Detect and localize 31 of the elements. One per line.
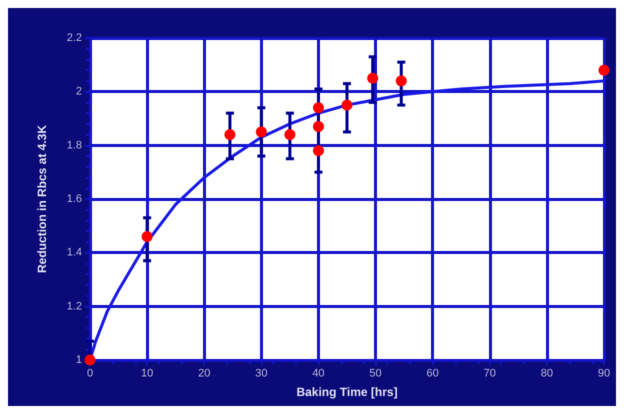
- x-tick-label: 10: [140, 368, 154, 380]
- y-tick-label: 1: [76, 354, 82, 366]
- point: [396, 75, 407, 86]
- point: [598, 64, 610, 76]
- point: [224, 129, 236, 140]
- x-tick-label: 90: [598, 368, 610, 380]
- point: [312, 121, 324, 132]
- x-tick-label: 60: [426, 368, 439, 380]
- point: [142, 231, 153, 242]
- point: [367, 72, 378, 84]
- y-axis-title: Reduction in Rbcs at 4.3K: [35, 124, 49, 274]
- point: [284, 129, 296, 140]
- y-tick-label: 1.2: [66, 300, 82, 312]
- x-tick-label: 30: [255, 368, 268, 380]
- y-tick-label: 2.2: [66, 32, 82, 44]
- x-tick-label: 0: [86, 368, 94, 380]
- y-tick-label: 1.4: [66, 246, 82, 259]
- point: [84, 354, 96, 366]
- y-tick-label: 1.8: [66, 139, 82, 152]
- y-tick-label: 1.6: [66, 193, 82, 205]
- x-tick-label: 50: [369, 368, 382, 380]
- point: [312, 102, 324, 114]
- x-tick-label: 70: [484, 368, 496, 380]
- point: [312, 145, 324, 156]
- x-axis-title: Baking Time [hrs]: [296, 385, 398, 399]
- point: [256, 126, 267, 138]
- x-tick-label: 80: [540, 368, 554, 380]
- x-tick-label: 40: [312, 368, 325, 380]
- y-tick-label: 2: [76, 86, 82, 98]
- point: [342, 100, 352, 111]
- x-tick-label: 20: [198, 368, 210, 380]
